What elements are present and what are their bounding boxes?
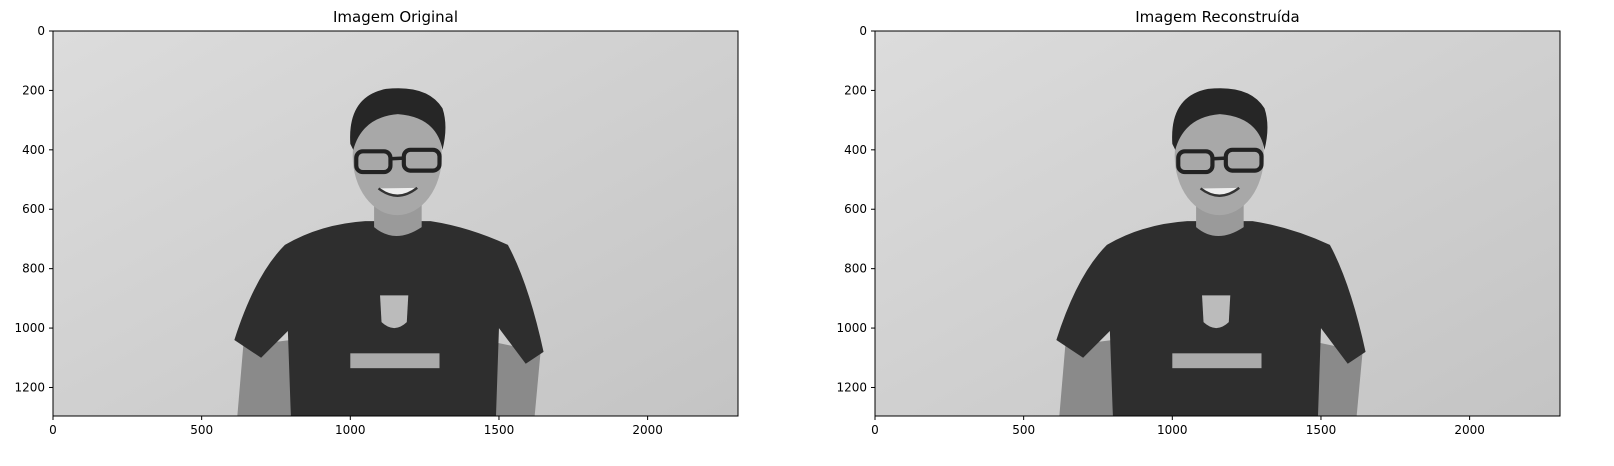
x-tick-label: 500 <box>190 423 213 437</box>
y-tick-label: 1000 <box>836 321 867 335</box>
y-tick-label: 600 <box>844 202 867 216</box>
x-tick-label: 1000 <box>335 423 366 437</box>
y-tick-label: 200 <box>22 83 45 97</box>
x-tick-label: 1500 <box>484 423 515 437</box>
y-tick-label: 0 <box>37 24 45 38</box>
x-tick-label: 2000 <box>632 423 663 437</box>
image <box>53 31 738 416</box>
x-tick-label: 2000 <box>1454 423 1485 437</box>
subplot-title: Imagem Reconstruída <box>1135 8 1300 26</box>
image <box>875 31 1560 416</box>
y-tick-label: 200 <box>844 83 867 97</box>
y-tick-label: 400 <box>22 143 45 157</box>
y-tick-label: 1000 <box>14 321 45 335</box>
y-tick-label: 400 <box>844 143 867 157</box>
subplot: Imagem Original 0 500 1000 1500 2000 0 200 400 60… <box>14 8 739 437</box>
axes-frame <box>874 30 1561 417</box>
x-tick-label: 0 <box>49 423 57 437</box>
y-tick-label: 1200 <box>14 380 45 394</box>
y-tick-label: 600 <box>22 202 45 216</box>
y-tick-label: 0 <box>859 24 867 38</box>
subplot: Imagem Reconstruída 0 500 1000 1500 2000 0 200 4… <box>836 8 1561 437</box>
x-tick-label: 500 <box>1012 423 1035 437</box>
y-tick-label: 800 <box>22 262 45 276</box>
x-tick-label: 1000 <box>1157 423 1188 437</box>
subplot-title: Imagem Original <box>333 8 458 26</box>
x-tick-label: 1500 <box>1306 423 1337 437</box>
x-tick-label: 0 <box>871 423 879 437</box>
axes-frame <box>52 30 739 417</box>
y-tick-label: 1200 <box>836 380 867 394</box>
y-tick-label: 800 <box>844 262 867 276</box>
